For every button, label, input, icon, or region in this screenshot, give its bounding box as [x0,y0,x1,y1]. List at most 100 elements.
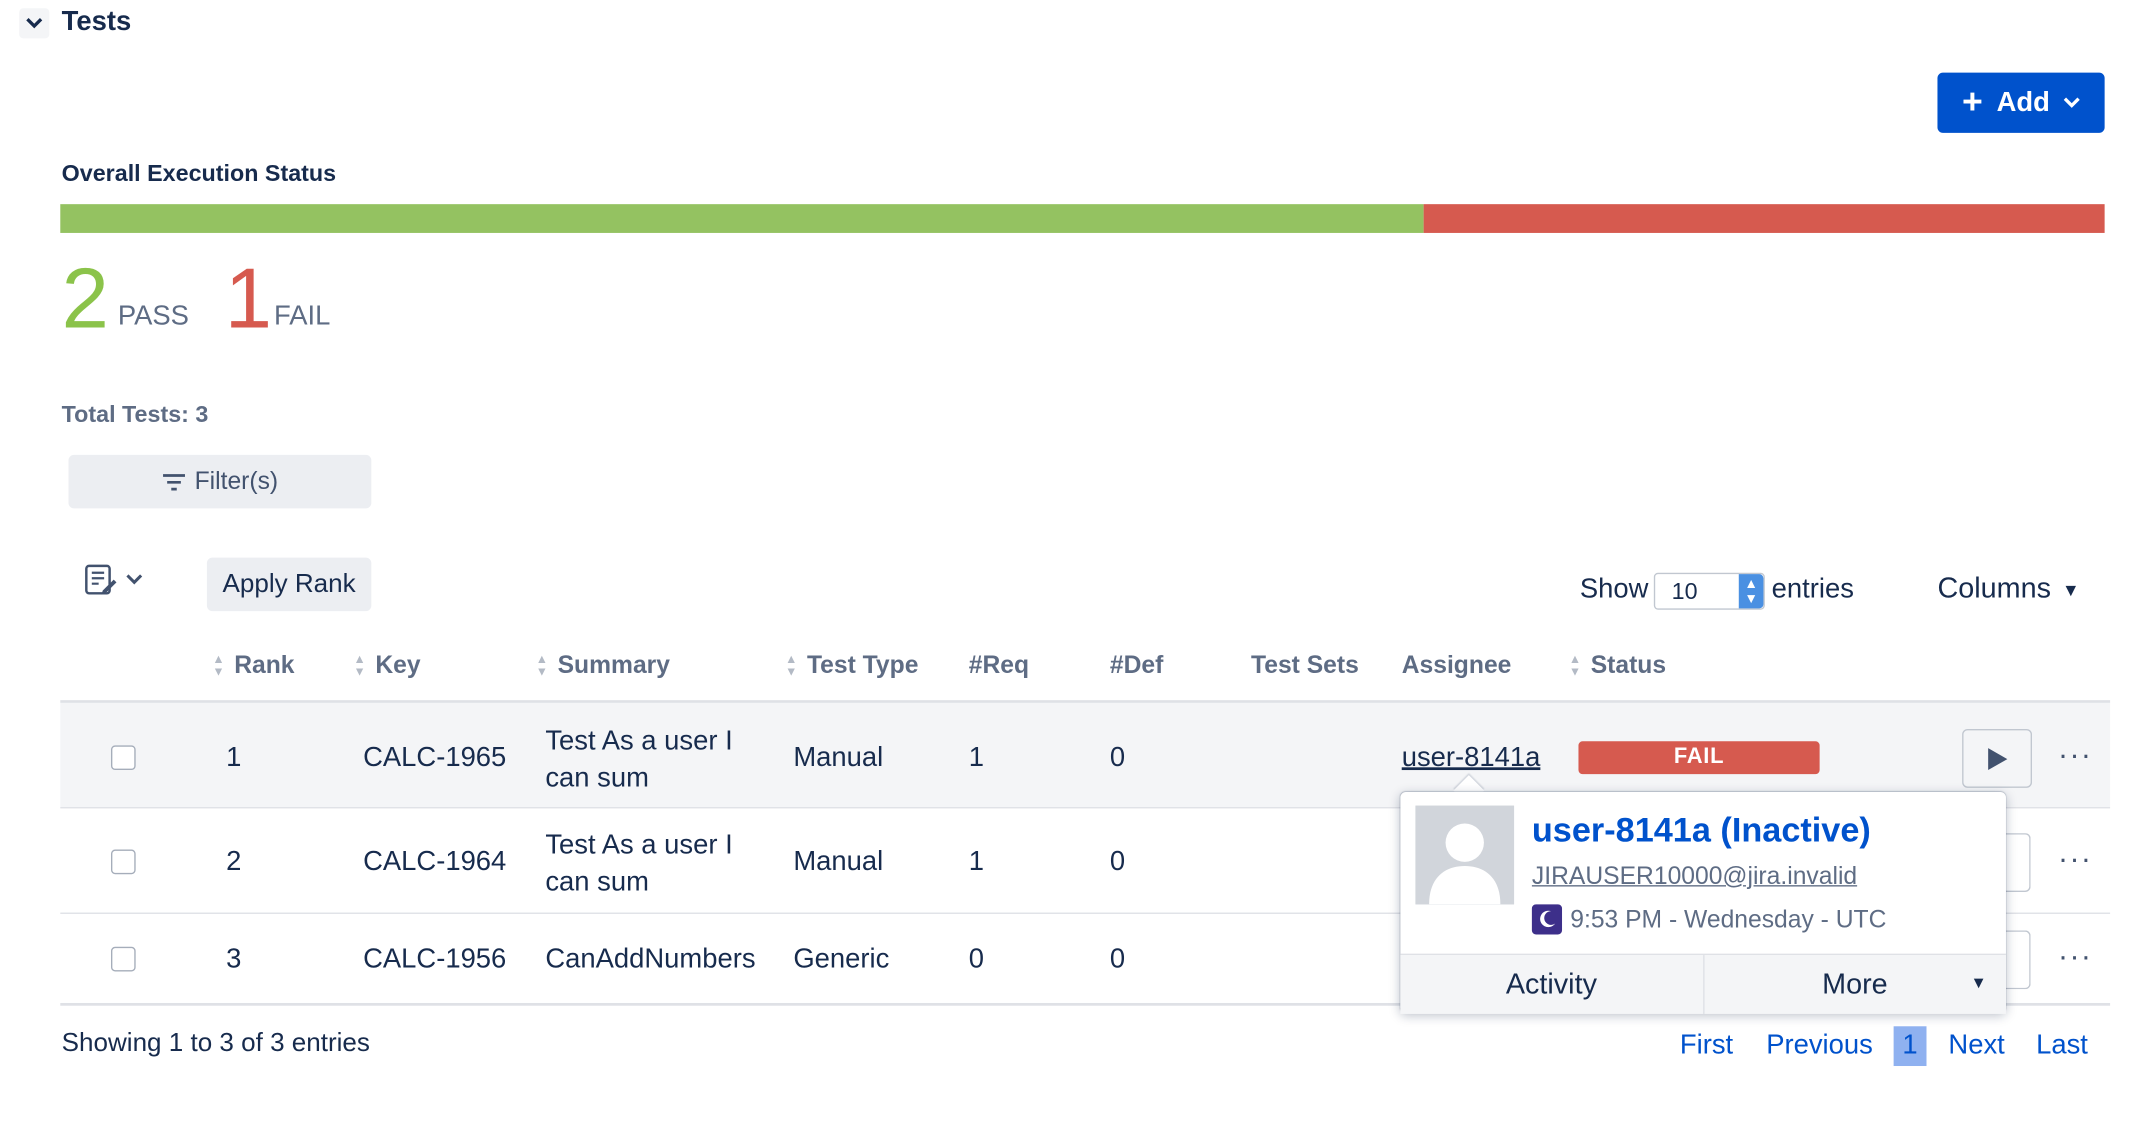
row-def: 0 [1109,944,1126,975]
column-header-assignee: Assignee [1402,651,1512,680]
table-divider [60,807,2111,809]
column-header-summary[interactable]: ▲ ▼ Summary [536,651,670,680]
execution-status-label: Overall Execution Status [61,160,337,187]
column-header-key[interactable]: ▲ ▼ Key [354,651,421,680]
column-header-rank[interactable]: ▲ ▼ Rank [212,651,294,680]
pager-current-page[interactable]: 1 [1893,1026,1927,1067]
pager-next[interactable]: Next [1948,1030,2005,1061]
row-key-link[interactable]: CALC-1964 [363,846,507,877]
column-header-label: Summary [557,650,670,679]
column-header-status[interactable]: ▲ ▼ Status [1569,651,1666,680]
column-header-def: #Def [1110,651,1163,680]
page-size-value: 10 [1671,578,1698,605]
column-header-label: #Def [1109,650,1164,679]
row-def: 0 [1109,742,1126,773]
execution-status-bar [60,204,2105,233]
user-email[interactable]: JIRAUSER10000@jira.invalid [1531,861,1858,890]
pager-previous[interactable]: Previous [1766,1030,1873,1061]
column-header-req: #Req [969,651,1029,680]
pass-label: PASS [117,301,189,332]
user-time-text: 9:53 PM - Wednesday - UTC [1570,905,1887,933]
caret-down-icon: ▼ [1970,972,1987,993]
row-key-link[interactable]: CALC-1965 [363,742,507,773]
select-stepper-icon: ▲ ▼ [1738,574,1764,609]
user-name[interactable]: user-8141a (Inactive) [1531,811,1871,850]
row-key-link[interactable]: CALC-1956 [363,944,507,975]
pager-first[interactable]: First [1679,1030,1734,1061]
moon-icon [1531,904,1563,935]
sort-icon: ▲ ▼ [353,651,366,678]
entries-label: entries [1771,574,1854,605]
list-options-menu[interactable] [82,562,143,598]
chevron-down-icon [126,574,143,585]
run-test-button[interactable] [2003,930,2031,990]
more-label: More [1822,968,1888,1000]
list-edit-icon [85,564,117,595]
fail-label: FAIL [274,301,331,332]
row-assignee-link[interactable]: user-8141a [1401,742,1541,773]
row-test-type: Manual [793,742,884,773]
play-icon [1987,747,2007,770]
column-header-label: Rank [234,650,295,679]
total-tests: Total Tests: 3 [61,401,209,428]
row-req-link[interactable]: 1 [968,846,984,877]
row-test-type: Generic [793,944,890,975]
section-title: Tests [61,6,132,37]
collapse-toggle[interactable] [19,8,50,39]
chevron-down-icon [26,18,43,29]
caret-down-icon: ▼ [2061,578,2080,600]
user-card-actions: Activity More ▼ [1400,953,2006,1014]
column-header-label: Test Sets [1250,650,1359,679]
column-header-label: Key [375,650,421,679]
status-badge: FAIL [1578,741,1820,775]
row-checkbox[interactable] [110,849,136,875]
filter-button[interactable]: Filter(s) [68,454,372,509]
pager-last[interactable]: Last [2036,1030,2088,1061]
row-more-icon[interactable]: ··· [2058,737,2093,772]
row-summary-link[interactable]: Test As a user I can sum [545,723,732,797]
row-def: 0 [1109,846,1126,877]
run-test-button[interactable] [2003,833,2031,893]
summary-line: Test As a user I [545,726,733,757]
row-rank: 3 [226,944,242,975]
row-checkbox[interactable] [110,745,136,771]
row-more-icon[interactable]: ··· [2058,938,2093,973]
summary-line: can sum [545,867,649,898]
sort-icon: ▲ ▼ [535,651,548,678]
pass-count: 2 [61,252,109,347]
row-req: 0 [968,944,984,975]
column-header-label: Status [1590,650,1667,679]
columns-label: Columns [1937,572,2052,605]
show-label: Show [1579,574,1649,605]
showing-entries: Showing 1 to 3 of 3 entries [61,1029,370,1058]
row-req-link[interactable]: 1 [968,742,984,773]
sort-icon: ▲ ▼ [785,651,798,678]
columns-button[interactable]: Columns ▼ [1937,573,2079,606]
row-summary-link[interactable]: CanAddNumbers [545,944,756,975]
row-more-icon[interactable]: ··· [2058,841,2093,876]
add-button[interactable]: + Add [1937,72,2105,133]
row-rank: 2 [226,846,242,877]
filter-label: Filter(s) [194,467,279,495]
user-local-time: 9:53 PM - Wednesday - UTC [1531,904,1887,935]
chevron-down-icon [2063,97,2080,108]
column-header-test-sets: Test Sets [1251,651,1359,680]
status-bar-pass [60,204,1424,233]
more-button[interactable]: More ▼ [1702,955,2006,1014]
user-silhouette-icon [1415,805,1515,905]
page-size-select[interactable]: 10 ▲ ▼ [1653,572,1765,610]
summary-line: can sum [545,763,649,794]
row-summary-link[interactable]: Test As a user I can sum [545,828,732,902]
run-test-button[interactable] [1962,728,2033,788]
column-header-test-type[interactable]: ▲ ▼ Test Type [785,651,918,680]
column-header-label: Assignee [1401,650,1512,679]
row-checkbox[interactable] [110,946,136,972]
row-rank: 1 [226,742,242,773]
column-header-label: #Req [968,650,1030,679]
sort-icon: ▲ ▼ [212,651,225,678]
filter-icon [163,473,185,490]
activity-button[interactable]: Activity [1400,955,1703,1014]
column-header-label: Test Type [806,650,919,679]
apply-rank-button[interactable]: Apply Rank [206,557,372,612]
avatar [1415,805,1515,905]
